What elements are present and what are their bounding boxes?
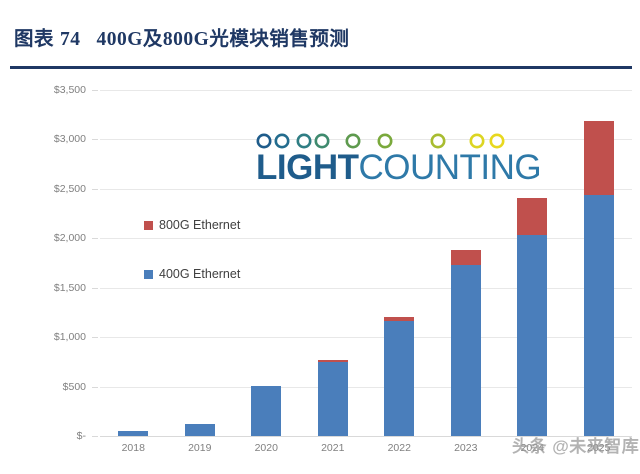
y-axis-tick-label: $3,000 xyxy=(53,133,86,146)
gridline xyxy=(100,337,632,339)
gridline xyxy=(100,386,632,388)
bar-segment-400g xyxy=(450,265,481,436)
x-axis-tick-label: 2024 xyxy=(520,442,544,454)
y-axis-tick-mark xyxy=(92,287,98,289)
bar-segment-400g xyxy=(251,385,282,436)
logo-text-light: LIGHT xyxy=(256,148,359,187)
lightcounting-logo: LIGHTCOUNTING xyxy=(248,130,542,192)
bar-segment-400g xyxy=(118,431,149,436)
plot-area: $3,500 $3,000 $2,500 $2,000 $1,500 $1,000 $500… xyxy=(54,84,632,454)
logo-wordmark: LIGHTCOUNTING xyxy=(256,148,542,188)
bar-segment-400g xyxy=(384,320,415,436)
bar-segment-800g xyxy=(317,360,348,362)
logo-text-counting: COUNTING xyxy=(358,148,542,187)
gridline xyxy=(100,188,632,190)
bar-segment-800g xyxy=(517,197,548,236)
gridline xyxy=(100,238,632,240)
logo-dot-line-icon xyxy=(250,133,521,149)
gridline xyxy=(100,436,632,437)
y-axis-tick-label: $500 xyxy=(62,380,86,393)
bar-group xyxy=(184,90,215,436)
figure-title-text: 400G及800G光模块销售预测 xyxy=(96,29,350,50)
x-axis-tick-label: 2022 xyxy=(387,442,411,454)
bar-segment-400g xyxy=(583,195,614,436)
page-title: 图表 74 400G及800G光模块销售预测 xyxy=(14,22,349,51)
y-axis-tick-mark xyxy=(92,139,98,141)
bar-group xyxy=(118,90,149,436)
legend-label: 400G Ethernet xyxy=(159,267,241,281)
legend-swatch-icon xyxy=(144,220,153,230)
legend-item[interactable]: 400G Ethernet xyxy=(144,267,240,281)
chart-container: Sales ($M) $3,500$3,000$2,500$2,000$1,50… xyxy=(0,72,640,474)
x-axis-tick-label: 2025 xyxy=(587,442,611,454)
y-axis-tick-mark xyxy=(92,188,98,190)
legend-item[interactable]: 800G Ethernet xyxy=(144,218,240,232)
figure-header: 图表 74 400G及800G光模块销售预测 xyxy=(0,0,640,70)
gridline xyxy=(100,287,632,289)
bar-group xyxy=(317,90,348,436)
y-axis-tick-label: $3,500 xyxy=(53,84,86,96)
y-axis-tick-mark xyxy=(92,386,98,388)
x-axis-tick-label: 2020 xyxy=(254,442,278,454)
bar-group xyxy=(450,90,481,436)
x-axis-tick-label: 2021 xyxy=(321,442,345,454)
bar-group xyxy=(517,90,548,436)
bar-segment-400g xyxy=(184,424,215,436)
y-axis-tick-mark xyxy=(92,90,98,91)
figure-label: 图表 xyxy=(14,29,55,50)
y-axis-tick-label: $- xyxy=(76,430,86,442)
y-axis-tick-mark xyxy=(92,238,98,240)
x-axis-tick-label: 2023 xyxy=(454,442,478,454)
y-axis-tick-label: $1,500 xyxy=(53,281,86,294)
bar-segment-400g xyxy=(317,361,348,436)
y-axis-tick-label: $2,000 xyxy=(53,232,86,245)
y-axis-tick-mark xyxy=(92,337,98,339)
watermark: 头条 @未来智库 xyxy=(512,437,640,456)
x-axis-tick-label: 2019 xyxy=(188,442,212,454)
bar-segment-400g xyxy=(517,235,548,436)
legend-label: 800G Ethernet xyxy=(159,218,241,232)
y-axis-tick-mark xyxy=(92,436,98,437)
y-axis-tick-label: $1,000 xyxy=(53,331,86,344)
figure-number: 74 xyxy=(60,29,81,50)
bar-segment-800g xyxy=(384,316,415,321)
bar-group xyxy=(384,90,415,436)
bar-segment-800g xyxy=(450,250,481,266)
title-divider xyxy=(10,66,632,69)
gridline xyxy=(100,90,632,91)
x-axis-tick-label: 2018 xyxy=(121,442,145,454)
bar-group xyxy=(583,90,614,436)
bar-group xyxy=(251,90,282,436)
bar-segment-800g xyxy=(583,120,614,196)
y-axis-tick-label: $2,500 xyxy=(53,182,86,195)
legend-swatch-icon xyxy=(144,269,153,279)
